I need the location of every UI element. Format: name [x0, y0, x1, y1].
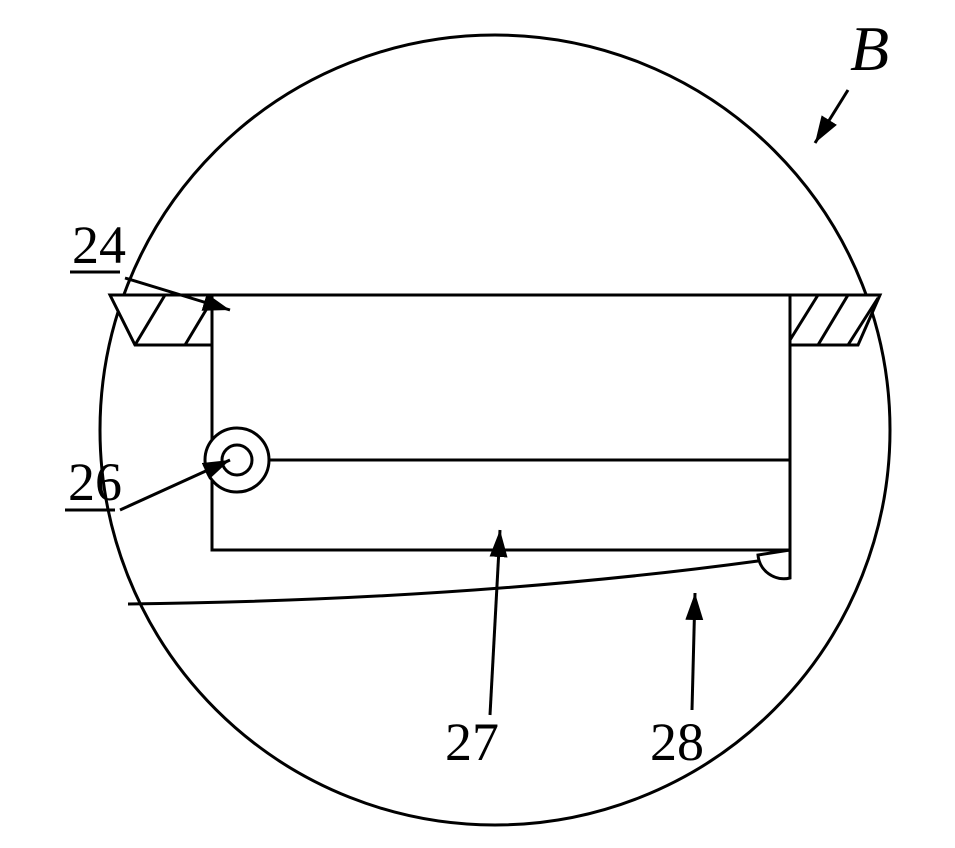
- label-27-text: 27: [445, 712, 499, 772]
- body-rect-27: [212, 295, 790, 550]
- label-B-text: B: [850, 13, 889, 84]
- label-B-group: B: [815, 13, 889, 143]
- hatched-section-24-right: [790, 295, 880, 345]
- roller-26: [205, 428, 269, 492]
- label-24-text: 24: [72, 215, 126, 275]
- bottom-arc-28: [128, 561, 758, 604]
- label-28-group: 28: [650, 593, 704, 772]
- roller-right-bottom: [758, 550, 790, 579]
- label-26-text: 26: [68, 452, 122, 512]
- label-28-text: 28: [650, 712, 704, 772]
- label-27-group: 27: [445, 530, 500, 772]
- technical-diagram: B 24 26 27 28: [0, 0, 955, 848]
